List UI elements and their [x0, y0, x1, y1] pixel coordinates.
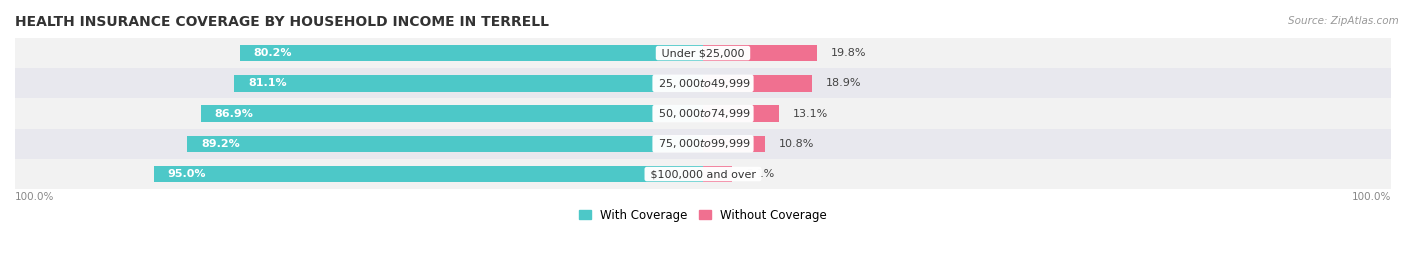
Bar — [155, 166, 703, 182]
Text: 95.0%: 95.0% — [167, 169, 207, 179]
Bar — [15, 98, 1391, 129]
Text: $75,000 to $99,999: $75,000 to $99,999 — [655, 137, 751, 150]
Bar — [703, 75, 813, 92]
Bar — [703, 136, 765, 152]
Text: 13.1%: 13.1% — [793, 109, 828, 119]
Bar — [239, 45, 703, 61]
Text: 19.8%: 19.8% — [831, 48, 866, 58]
Bar — [201, 105, 703, 122]
Text: 81.1%: 81.1% — [247, 78, 287, 88]
Bar — [15, 38, 1391, 68]
Text: 10.8%: 10.8% — [779, 139, 814, 149]
Legend: With Coverage, Without Coverage: With Coverage, Without Coverage — [579, 209, 827, 222]
Bar — [15, 68, 1391, 98]
Bar — [703, 45, 817, 61]
Text: HEALTH INSURANCE COVERAGE BY HOUSEHOLD INCOME IN TERRELL: HEALTH INSURANCE COVERAGE BY HOUSEHOLD I… — [15, 15, 548, 29]
Text: 80.2%: 80.2% — [253, 48, 292, 58]
Bar — [187, 136, 703, 152]
Text: $50,000 to $74,999: $50,000 to $74,999 — [655, 107, 751, 120]
Text: 5.1%: 5.1% — [747, 169, 775, 179]
Text: 100.0%: 100.0% — [15, 192, 55, 201]
Bar — [15, 129, 1391, 159]
Bar — [703, 105, 779, 122]
Text: 18.9%: 18.9% — [825, 78, 862, 88]
Text: Source: ZipAtlas.com: Source: ZipAtlas.com — [1288, 16, 1399, 26]
Text: $25,000 to $49,999: $25,000 to $49,999 — [655, 77, 751, 90]
Text: 89.2%: 89.2% — [201, 139, 240, 149]
Bar — [15, 159, 1391, 189]
Text: 86.9%: 86.9% — [215, 109, 253, 119]
Bar — [703, 166, 733, 182]
Text: 100.0%: 100.0% — [1351, 192, 1391, 201]
Text: $100,000 and over: $100,000 and over — [647, 169, 759, 179]
Bar — [235, 75, 703, 92]
Text: Under $25,000: Under $25,000 — [658, 48, 748, 58]
